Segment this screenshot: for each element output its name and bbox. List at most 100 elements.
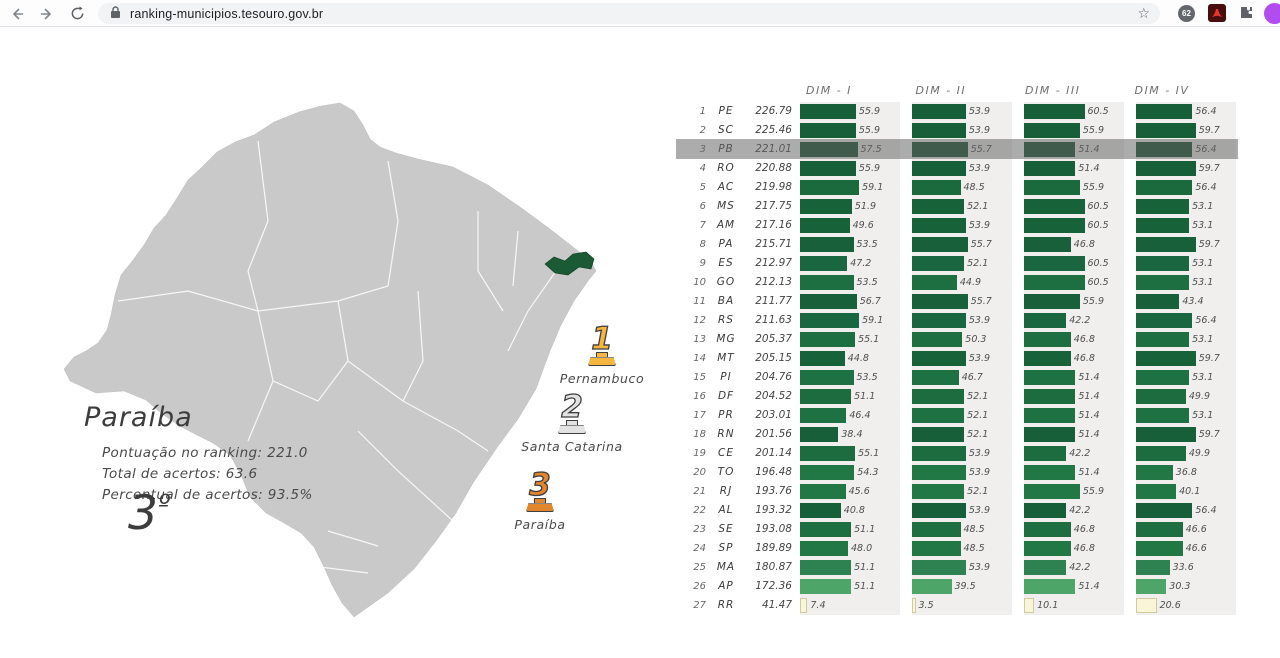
- profile-avatar[interactable]: [1264, 3, 1280, 24]
- extensions-puzzle-icon[interactable]: [1238, 5, 1254, 25]
- table-row[interactable]: 1 PE 226.79 55.9 53.9 60.5 56.4: [676, 102, 1238, 121]
- table-row[interactable]: 27 RR 41.47 7.4 3.5 10.1 20.6: [676, 596, 1238, 615]
- dim2-bar-cell[interactable]: 55.7: [912, 292, 1012, 311]
- dim4-bar-cell[interactable]: 53.1: [1136, 216, 1236, 235]
- dim2-bar-cell[interactable]: 53.9: [912, 159, 1012, 178]
- dim2-bar-cell[interactable]: 50.3: [912, 330, 1012, 349]
- table-row[interactable]: 5 AC 219.98 59.1 48.5 55.9 56.4: [676, 178, 1238, 197]
- dim4-bar-cell[interactable]: 36.8: [1136, 463, 1236, 482]
- table-row[interactable]: 7 AM 217.16 49.6 53.9 60.5 53.1: [676, 216, 1238, 235]
- dim1-bar-cell[interactable]: 59.1: [800, 311, 900, 330]
- dim3-bar-cell[interactable]: 42.2: [1024, 444, 1124, 463]
- table-row[interactable]: 9 ES 212.97 47.2 52.1 60.5 53.1: [676, 254, 1238, 273]
- dim1-bar-cell[interactable]: 55.9: [800, 159, 900, 178]
- dim2-bar-cell[interactable]: 53.9: [912, 216, 1012, 235]
- dim1-bar-cell[interactable]: 54.3: [800, 463, 900, 482]
- dim3-bar-cell[interactable]: 51.4: [1024, 387, 1124, 406]
- table-row[interactable]: 26 AP 172.36 51.1 39.5 51.4 30.3: [676, 577, 1238, 596]
- dim4-bar-cell[interactable]: 53.1: [1136, 254, 1236, 273]
- dim1-bar-cell[interactable]: 57.5: [800, 140, 900, 159]
- dim4-bar-cell[interactable]: 30.3: [1136, 577, 1236, 596]
- dim2-bar-cell[interactable]: 48.5: [912, 178, 1012, 197]
- dim3-bar-cell[interactable]: 10.1: [1024, 596, 1124, 615]
- dim4-bar-cell[interactable]: 59.7: [1136, 425, 1236, 444]
- table-row[interactable]: 16 DF 204.52 51.1 52.1 51.4 49.9: [676, 387, 1238, 406]
- table-row[interactable]: 23 SE 193.08 51.1 48.5 46.8 46.6: [676, 520, 1238, 539]
- dim3-bar-cell[interactable]: 46.8: [1024, 539, 1124, 558]
- dim4-bar-cell[interactable]: 53.1: [1136, 330, 1236, 349]
- dim3-bar-cell[interactable]: 51.4: [1024, 406, 1124, 425]
- dim4-bar-cell[interactable]: 56.4: [1136, 140, 1236, 159]
- dim3-bar-cell[interactable]: 46.8: [1024, 330, 1124, 349]
- address-bar[interactable]: ranking-municipios.tesouro.gov.br ☆: [98, 3, 1160, 24]
- dim3-bar-cell[interactable]: 42.2: [1024, 501, 1124, 520]
- dim1-bar-cell[interactable]: 47.2: [800, 254, 900, 273]
- dim1-bar-cell[interactable]: 53.5: [800, 273, 900, 292]
- table-row[interactable]: 14 MT 205.15 44.8 53.9 46.8 59.7: [676, 349, 1238, 368]
- dim2-bar-cell[interactable]: 53.9: [912, 501, 1012, 520]
- dim1-bar-cell[interactable]: 7.4: [800, 596, 900, 615]
- dim2-bar-cell[interactable]: 3.5: [912, 596, 1012, 615]
- table-row[interactable]: 10 GO 212.13 53.5 44.9 60.5 53.1: [676, 273, 1238, 292]
- dim2-bar-cell[interactable]: 53.9: [912, 121, 1012, 140]
- dim1-bar-cell[interactable]: 53.5: [800, 368, 900, 387]
- table-row[interactable]: 3 PB 221.01 57.5 55.7 51.4 56.4: [676, 139, 1238, 159]
- back-icon[interactable]: [4, 0, 30, 27]
- dim4-bar-cell[interactable]: 49.9: [1136, 387, 1236, 406]
- dim4-bar-cell[interactable]: 46.6: [1136, 520, 1236, 539]
- table-row[interactable]: 19 CE 201.14 55.1 53.9 42.2 49.9: [676, 444, 1238, 463]
- dim4-bar-cell[interactable]: 43.4: [1136, 292, 1236, 311]
- dim1-bar-cell[interactable]: 51.1: [800, 520, 900, 539]
- dim2-bar-cell[interactable]: 53.9: [912, 349, 1012, 368]
- dim3-bar-cell[interactable]: 51.4: [1024, 368, 1124, 387]
- dim3-bar-cell[interactable]: 51.4: [1024, 577, 1124, 596]
- dim1-bar-cell[interactable]: 49.6: [800, 216, 900, 235]
- brazil-map[interactable]: [58, 100, 646, 622]
- dim4-bar-cell[interactable]: 40.1: [1136, 482, 1236, 501]
- reload-icon[interactable]: [64, 0, 90, 27]
- dim2-bar-cell[interactable]: 52.1: [912, 406, 1012, 425]
- dim1-bar-cell[interactable]: 51.1: [800, 558, 900, 577]
- dim1-bar-cell[interactable]: 55.9: [800, 102, 900, 121]
- dim2-bar-cell[interactable]: 46.7: [912, 368, 1012, 387]
- dim3-bar-cell[interactable]: 46.8: [1024, 520, 1124, 539]
- dim1-bar-cell[interactable]: 55.1: [800, 444, 900, 463]
- table-row[interactable]: 25 MA 180.87 51.1 53.9 42.2 33.6: [676, 558, 1238, 577]
- table-row[interactable]: 17 PR 203.01 46.4 52.1 51.4 53.1: [676, 406, 1238, 425]
- dim3-bar-cell[interactable]: 51.4: [1024, 425, 1124, 444]
- table-row[interactable]: 13 MG 205.37 55.1 50.3 46.8 53.1: [676, 330, 1238, 349]
- dim2-bar-cell[interactable]: 39.5: [912, 577, 1012, 596]
- table-row[interactable]: 24 SP 189.89 48.0 48.5 46.8 46.6: [676, 539, 1238, 558]
- dim3-bar-cell[interactable]: 55.9: [1024, 292, 1124, 311]
- bookmark-star-icon[interactable]: ☆: [1137, 5, 1150, 22]
- dim4-bar-cell[interactable]: 56.4: [1136, 501, 1236, 520]
- dim4-bar-cell[interactable]: 53.1: [1136, 406, 1236, 425]
- dim2-bar-cell[interactable]: 52.1: [912, 387, 1012, 406]
- dim2-bar-cell[interactable]: 52.1: [912, 254, 1012, 273]
- dim4-bar-cell[interactable]: 49.9: [1136, 444, 1236, 463]
- table-row[interactable]: 22 AL 193.32 40.8 53.9 42.2 56.4: [676, 501, 1238, 520]
- dim3-bar-cell[interactable]: 60.5: [1024, 273, 1124, 292]
- dim2-bar-cell[interactable]: 52.1: [912, 197, 1012, 216]
- dim1-bar-cell[interactable]: 48.0: [800, 539, 900, 558]
- dim3-bar-cell[interactable]: 51.4: [1024, 159, 1124, 178]
- table-row[interactable]: 21 RJ 193.76 45.6 52.1 55.9 40.1: [676, 482, 1238, 501]
- dim1-bar-cell[interactable]: 38.4: [800, 425, 900, 444]
- dim3-bar-cell[interactable]: 60.5: [1024, 102, 1124, 121]
- forward-icon[interactable]: [34, 0, 60, 27]
- dim1-bar-cell[interactable]: 59.1: [800, 178, 900, 197]
- dim3-bar-cell[interactable]: 55.9: [1024, 482, 1124, 501]
- dim2-bar-cell[interactable]: 55.7: [912, 235, 1012, 254]
- dim1-bar-cell[interactable]: 40.8: [800, 501, 900, 520]
- dim3-bar-cell[interactable]: 46.8: [1024, 349, 1124, 368]
- dim3-bar-cell[interactable]: 60.5: [1024, 216, 1124, 235]
- dim1-bar-cell[interactable]: 44.8: [800, 349, 900, 368]
- url-text[interactable]: ranking-municipios.tesouro.gov.br: [130, 6, 324, 21]
- table-row[interactable]: 4 RO 220.88 55.9 53.9 51.4 59.7: [676, 159, 1238, 178]
- dim1-bar-cell[interactable]: 46.4: [800, 406, 900, 425]
- dim1-bar-cell[interactable]: 45.6: [800, 482, 900, 501]
- dim3-bar-cell[interactable]: 42.2: [1024, 311, 1124, 330]
- dim4-bar-cell[interactable]: 20.6: [1136, 596, 1236, 615]
- dim3-bar-cell[interactable]: 42.2: [1024, 558, 1124, 577]
- dim2-bar-cell[interactable]: 53.9: [912, 463, 1012, 482]
